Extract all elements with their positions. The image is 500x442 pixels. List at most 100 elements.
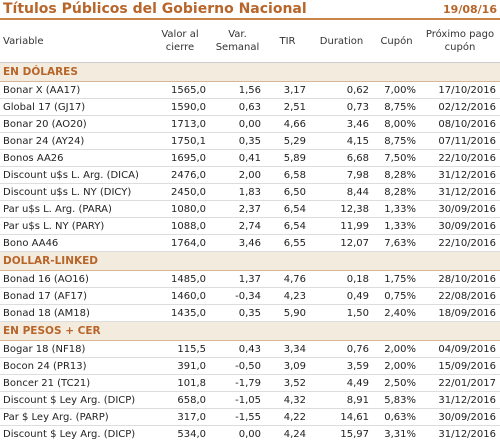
- cell: 12,38: [310, 200, 373, 218]
- cell: 02/12/2016: [420, 98, 500, 116]
- cell: 0,35: [210, 304, 265, 322]
- bond-row: Par u$s L. NY (PARY) 1088,0 2,74 6,54 11,99 1…: [0, 217, 500, 235]
- cell: 3,46: [210, 234, 265, 252]
- bond-row: Bonos AA26 1695,0 0,41 5,89 6,68 7,50% 22/10/2…: [0, 149, 500, 167]
- bond-row: Discount u$s L. NY (DICY) 2450,0 1,83 6,50 8…: [0, 183, 500, 201]
- cell: 30/09/2016: [420, 408, 500, 426]
- cell: 30/09/2016: [420, 200, 500, 218]
- cell: 1,83: [210, 183, 265, 201]
- cell: 22/10/2016: [420, 234, 500, 252]
- cell: 391,0: [150, 357, 210, 375]
- cell: 0,49: [310, 287, 373, 305]
- column-header: Próximo pago cupón: [420, 20, 500, 63]
- cell: 3,46: [310, 115, 373, 133]
- cell: 14,61: [310, 408, 373, 426]
- cell: 0,62: [310, 81, 373, 99]
- cell: 2,00%: [373, 357, 420, 375]
- cell: 1,33%: [373, 217, 420, 235]
- cell: 1713,0: [150, 115, 210, 133]
- section-row: DOLLAR-LINKED: [0, 251, 500, 271]
- cell: 04/09/2016: [420, 340, 500, 358]
- cell: 31/12/2016: [420, 391, 500, 409]
- cell: -1,79: [210, 374, 265, 392]
- cell: 3,09: [265, 357, 310, 375]
- cell: 0,41: [210, 149, 265, 167]
- bond-row: Discount $ Ley Arg. (DICP) 658,0 -1,05 4,32…: [0, 391, 500, 409]
- column-header: Duration: [310, 20, 373, 63]
- bond-name: Bonad 17 (AF17): [0, 287, 150, 305]
- cell: 7,50%: [373, 149, 420, 167]
- cell: 0,00: [210, 115, 265, 133]
- column-header: Cupón: [373, 20, 420, 63]
- cell: 2,00%: [373, 340, 420, 358]
- cell: 30/09/2016: [420, 217, 500, 235]
- cell: 7,00%: [373, 81, 420, 99]
- column-header: TIR: [265, 20, 310, 63]
- cell: 2,50%: [373, 374, 420, 392]
- cell: -1,55: [210, 408, 265, 426]
- cell: 8,28%: [373, 183, 420, 201]
- cell: 2,37: [210, 200, 265, 218]
- bond-row: Discount u$s L. Arg. (DICA) 2476,0 2,00 6,5…: [0, 166, 500, 184]
- cell: 1435,0: [150, 304, 210, 322]
- section-row: EN PESOS + CER: [0, 321, 500, 341]
- cell: 2,00: [210, 166, 265, 184]
- cell: 2,51: [265, 98, 310, 116]
- cell: 3,34: [265, 340, 310, 358]
- cell: 15,97: [310, 425, 373, 442]
- cell: 18/09/2016: [420, 304, 500, 322]
- bond-name: Boncer 21 (TC21): [0, 374, 150, 392]
- cell: 1088,0: [150, 217, 210, 235]
- cell: 8,91: [310, 391, 373, 409]
- cell: 4,49: [310, 374, 373, 392]
- cell: 07/11/2016: [420, 132, 500, 150]
- cell: 1,33%: [373, 200, 420, 218]
- cell: 5,90: [265, 304, 310, 322]
- column-header: Var. Semanal: [210, 20, 265, 63]
- cell: 1080,0: [150, 200, 210, 218]
- bond-row: Boncer 21 (TC21) 101,8 -1,79 3,52 4,49 2,50% 2…: [0, 374, 500, 392]
- cell: 3,59: [310, 357, 373, 375]
- column-header: Variable: [0, 20, 150, 63]
- cell: 4,32: [265, 391, 310, 409]
- cell: 0,75%: [373, 287, 420, 305]
- cell: 0,18: [310, 270, 373, 288]
- cell: 1,56: [210, 81, 265, 99]
- bond-name: Discount $ Ley Arg. (DICP): [0, 391, 150, 409]
- cell: 0,76: [310, 340, 373, 358]
- bond-row: Bogar 18 (NF18) 115,5 0,43 3,34 0,76 2,00% 04/…: [0, 340, 500, 358]
- bond-row: Global 17 (GJ17) 1590,0 0,63 2,51 0,73 8,75% 0…: [0, 98, 500, 116]
- cell: 8,75%: [373, 132, 420, 150]
- cell: 2450,0: [150, 183, 210, 201]
- bond-row: Bonar 20 (AO20) 1713,0 0,00 4,66 3,46 8,00% 08…: [0, 115, 500, 133]
- cell: 3,31%: [373, 425, 420, 442]
- header-row: Variable Valor al cierre Var. Semanal TIR Du…: [0, 20, 500, 63]
- bond-name: Discount $ Ley Arg. (DICP): [0, 425, 150, 442]
- bond-name: Discount u$s L. NY (DICY): [0, 183, 150, 201]
- cell: 8,00%: [373, 115, 420, 133]
- cell: 1460,0: [150, 287, 210, 305]
- section-title: EN DÓLARES: [0, 62, 500, 82]
- cell: 5,83%: [373, 391, 420, 409]
- bond-table: Variable Valor al cierre Var. Semanal TIR Du…: [0, 20, 500, 442]
- cell: 115,5: [150, 340, 210, 358]
- bond-name: Bono AA46: [0, 234, 150, 252]
- cell: 1695,0: [150, 149, 210, 167]
- title-bar: Títulos Públicos del Gobierno Nacional 1…: [0, 0, 500, 20]
- cell: -0,50: [210, 357, 265, 375]
- cell: 5,89: [265, 149, 310, 167]
- cell: 7,98: [310, 166, 373, 184]
- cell: 3,17: [265, 81, 310, 99]
- cell: 11,99: [310, 217, 373, 235]
- cell: 1,50: [310, 304, 373, 322]
- cell: -0,34: [210, 287, 265, 305]
- cell: 8,28%: [373, 166, 420, 184]
- cell: 0,73: [310, 98, 373, 116]
- cell: 1565,0: [150, 81, 210, 99]
- cell: 6,54: [265, 217, 310, 235]
- cell: 4,24: [265, 425, 310, 442]
- section-row: EN DÓLARES: [0, 62, 500, 82]
- cell: 22/08/2016: [420, 287, 500, 305]
- bond-row: Bocon 24 (PR13) 391,0 -0,50 3,09 3,59 2,00% 15…: [0, 357, 500, 375]
- cell: 31/12/2016: [420, 166, 500, 184]
